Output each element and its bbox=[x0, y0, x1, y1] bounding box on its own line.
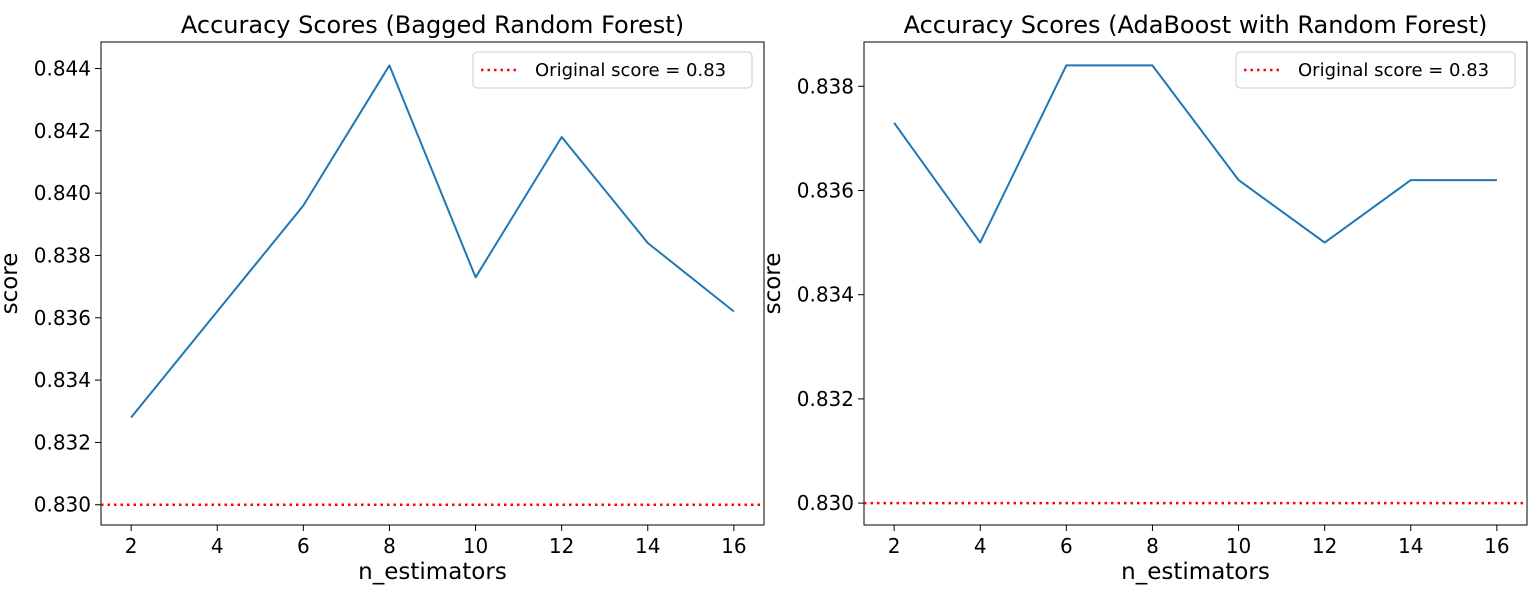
y-tick-label: 0.832 bbox=[34, 430, 91, 454]
y-tick-label: 0.834 bbox=[34, 368, 91, 392]
plot-area-frame bbox=[100, 41, 765, 526]
x-axis-label: n_estimators bbox=[358, 559, 507, 585]
y-axis-label: score bbox=[0, 253, 23, 315]
y-tick-label: 0.842 bbox=[34, 119, 91, 143]
y-tick-label: 0.840 bbox=[34, 181, 91, 205]
x-tick-label: 6 bbox=[297, 534, 310, 558]
x-axis-label: n_estimators bbox=[1121, 559, 1270, 585]
series-line bbox=[893, 64, 1497, 244]
y-tick-label: 0.838 bbox=[797, 74, 854, 98]
y-tick-label: 0.836 bbox=[34, 306, 91, 330]
x-tick-label: 16 bbox=[1484, 534, 1509, 558]
x-tick-label: 10 bbox=[463, 534, 488, 558]
x-tick-label: 8 bbox=[1146, 534, 1159, 558]
chart-title: Accuracy Scores (Bagged Random Forest) bbox=[181, 11, 684, 39]
legend: Original score = 0.83 bbox=[472, 51, 753, 89]
legend-entry: Original score = 0.83 bbox=[535, 60, 726, 81]
x-tick-label: 2 bbox=[125, 534, 138, 558]
series-line bbox=[130, 64, 735, 419]
y-tick-label: 0.830 bbox=[797, 491, 854, 515]
x-tick-label: 6 bbox=[1060, 534, 1073, 558]
legend: Original score = 0.83 bbox=[1235, 51, 1516, 89]
x-tick-label: 16 bbox=[721, 534, 746, 558]
chart-panel-1: Accuracy Scores (Bagged Random Forest) 2 4… bbox=[0, 11, 765, 585]
y-axis-label: score bbox=[760, 253, 786, 315]
x-tick-label: 10 bbox=[1226, 534, 1251, 558]
y-tick-label: 0.844 bbox=[34, 56, 91, 80]
x-tick-label: 14 bbox=[1398, 534, 1423, 558]
legend-entry: Original score = 0.83 bbox=[1298, 60, 1489, 81]
x-tick-label: 12 bbox=[1312, 534, 1337, 558]
x-tick-label: 12 bbox=[549, 534, 574, 558]
legend-box bbox=[1235, 51, 1516, 89]
x-tick-label: 4 bbox=[211, 534, 224, 558]
x-tick-label: 14 bbox=[635, 534, 660, 558]
x-tick-label: 4 bbox=[974, 534, 987, 558]
x-tick-label: 2 bbox=[888, 534, 901, 558]
y-tick-label: 0.834 bbox=[797, 283, 854, 307]
y-tick-label: 0.838 bbox=[34, 243, 91, 267]
y-tick-label: 0.830 bbox=[34, 493, 91, 517]
chart-title: Accuracy Scores (AdaBoost with Random Fo… bbox=[904, 11, 1488, 39]
chart-panel-2: Accuracy Scores (AdaBoost with Random Fo… bbox=[760, 11, 1528, 585]
legend-box bbox=[472, 51, 753, 89]
y-tick-label: 0.836 bbox=[797, 178, 854, 202]
y-tick-label: 0.832 bbox=[797, 387, 854, 411]
x-tick-label: 8 bbox=[383, 534, 396, 558]
plot-area-frame bbox=[863, 41, 1528, 526]
